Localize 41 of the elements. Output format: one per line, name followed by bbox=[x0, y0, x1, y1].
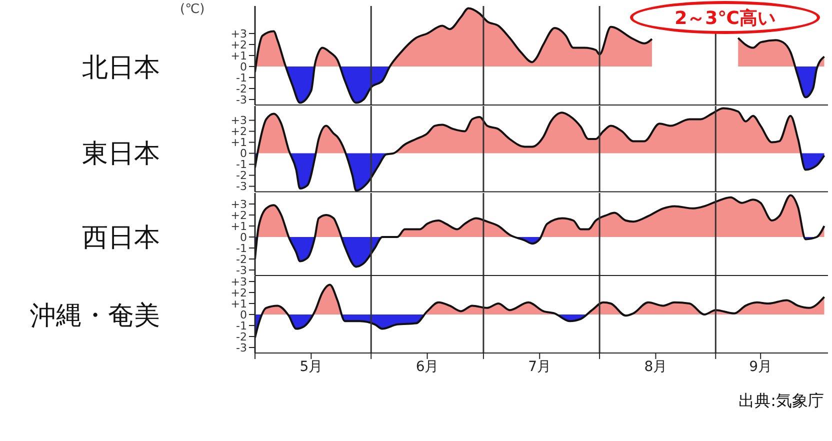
y-axis-title: (℃) bbox=[180, 2, 205, 17]
y-tick-label: +2 bbox=[230, 208, 247, 222]
y-tick-label: +2 bbox=[230, 125, 248, 138]
annotation: 2～3℃高い bbox=[674, 6, 776, 30]
x-tick-label: 6月 bbox=[416, 359, 439, 376]
y-tick-label: +2 bbox=[230, 286, 247, 300]
y-tick-label: +3 bbox=[230, 27, 247, 40]
y-tick-label: +3 bbox=[230, 114, 248, 128]
y-tick-label: -2 bbox=[236, 82, 247, 96]
y-tick-label: +1 bbox=[230, 298, 247, 311]
y-tick-label: 0 bbox=[240, 230, 247, 244]
y-tick-label: +3 bbox=[230, 198, 247, 211]
y-tick-label: -2 bbox=[236, 169, 248, 182]
x-tick-label: 8月 bbox=[644, 359, 668, 376]
y-tick-label: 0 bbox=[240, 147, 248, 160]
y-tick-label: +1 bbox=[230, 136, 248, 150]
y-tick-label: -3 bbox=[236, 180, 248, 194]
y-tick-label: -3 bbox=[236, 93, 247, 106]
callout-oval: 2～3℃高い bbox=[630, 1, 820, 34]
y-tick-label: -2 bbox=[236, 252, 247, 266]
y-tick-label: -1 bbox=[236, 320, 247, 333]
text: 沖縄・奄美 bbox=[29, 300, 160, 333]
text: 西日本 bbox=[81, 222, 160, 255]
y-tick-label: 0 bbox=[240, 308, 247, 322]
y-tick-label: -1 bbox=[236, 158, 248, 172]
y-tick-label: +1 bbox=[230, 49, 247, 62]
y-tick-label: -3 bbox=[236, 342, 247, 355]
y-tick-label: +1 bbox=[230, 220, 247, 233]
x-tick-label: 5月 bbox=[300, 359, 323, 376]
y-tick-label: -1 bbox=[236, 71, 247, 84]
text: 東日本 bbox=[81, 138, 160, 172]
y-tick-label: -3 bbox=[236, 264, 247, 277]
x-tick-label: 9月 bbox=[749, 359, 772, 376]
y-tick-label: -2 bbox=[236, 330, 247, 344]
x-tick-label: 7月 bbox=[528, 359, 552, 376]
text: 北日本 bbox=[81, 52, 160, 84]
y-tick-label: +3 bbox=[230, 276, 247, 289]
y-tick-label: 0 bbox=[240, 60, 247, 74]
y-tick-label: -1 bbox=[236, 242, 247, 255]
y-tick-label: +2 bbox=[230, 38, 247, 52]
source-note: 出典:気象庁 bbox=[738, 391, 824, 412]
